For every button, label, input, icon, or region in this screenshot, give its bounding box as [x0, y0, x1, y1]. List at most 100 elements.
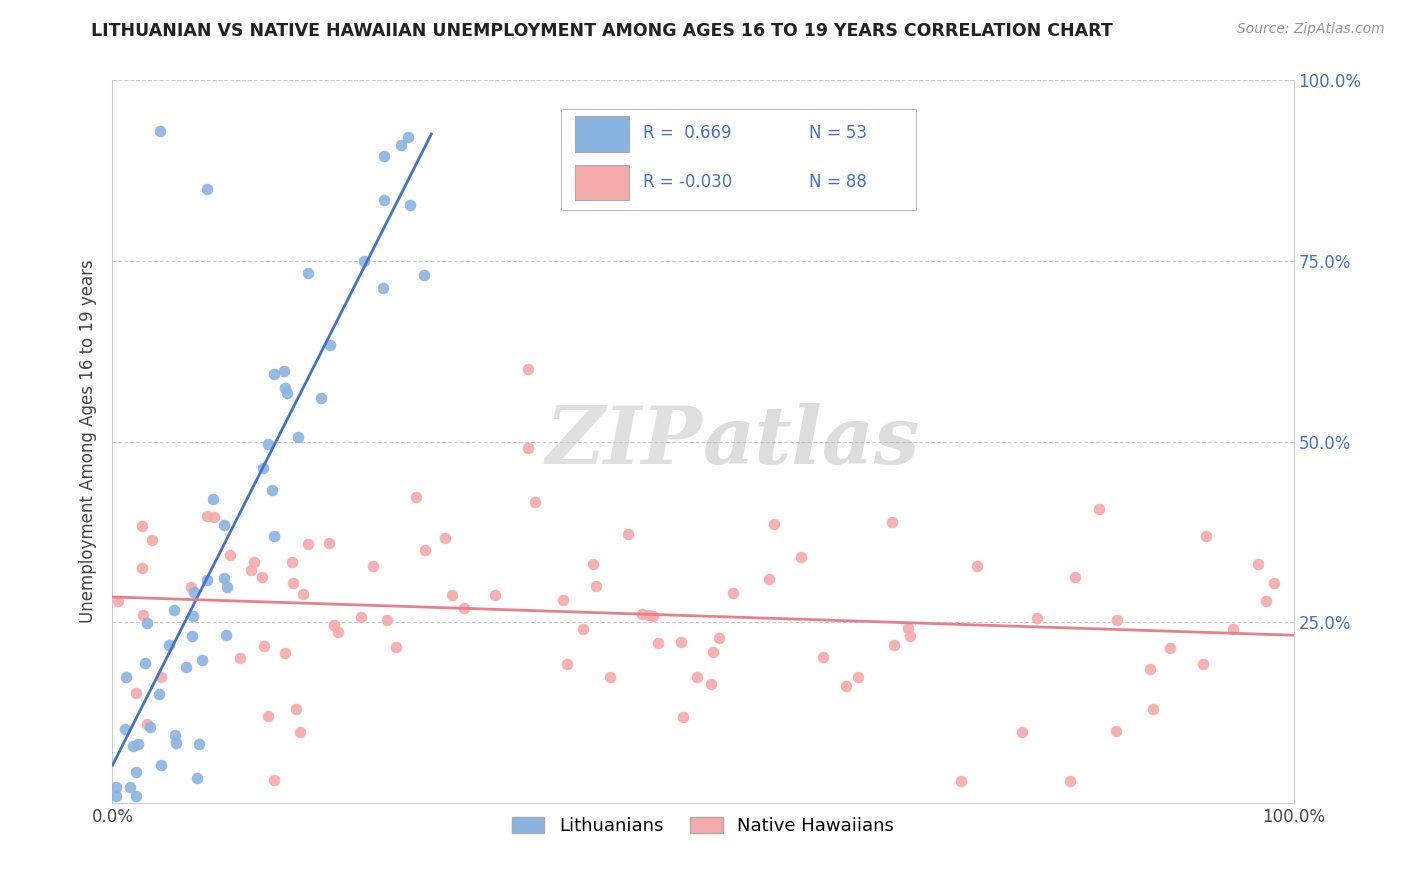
Point	[433, 531, 456, 545]
Point	[1088, 502, 1111, 516]
Point	[1247, 558, 1270, 572]
Point	[669, 634, 692, 648]
Point	[287, 430, 309, 444]
Point	[274, 646, 297, 660]
Point	[373, 193, 395, 207]
Point	[672, 710, 695, 724]
Point	[104, 789, 127, 803]
Point	[285, 702, 308, 716]
Point	[523, 495, 546, 509]
Point	[1159, 641, 1181, 656]
Point	[950, 774, 973, 789]
Point	[396, 130, 419, 145]
Text: ZIP: ZIP	[546, 403, 703, 480]
Point	[131, 561, 153, 575]
Y-axis label: Unemployment Among Ages 16 to 19 years: Unemployment Among Ages 16 to 19 years	[79, 260, 97, 624]
Point	[135, 615, 157, 630]
Point	[1194, 529, 1216, 543]
Point	[297, 537, 319, 551]
Point	[1105, 613, 1128, 627]
Point	[202, 509, 225, 524]
Point	[385, 640, 408, 654]
Point	[638, 607, 661, 622]
Point	[297, 266, 319, 280]
Point	[350, 610, 373, 624]
Point	[453, 601, 475, 615]
Point	[114, 722, 136, 736]
Point	[148, 687, 170, 701]
Point	[174, 660, 197, 674]
Point	[846, 670, 869, 684]
Point	[253, 639, 276, 653]
Point	[582, 557, 605, 571]
Point	[758, 573, 780, 587]
Point	[191, 653, 214, 667]
Point	[139, 720, 162, 734]
Point	[163, 603, 186, 617]
Point	[262, 483, 284, 497]
Point	[1192, 657, 1215, 672]
Point	[122, 739, 145, 753]
Point	[187, 737, 209, 751]
Point	[276, 385, 298, 400]
Point	[702, 645, 724, 659]
Point	[165, 736, 187, 750]
Point	[616, 526, 638, 541]
Point	[273, 364, 295, 378]
Point	[195, 573, 218, 587]
Point	[183, 585, 205, 599]
Point	[484, 588, 506, 602]
Point	[263, 529, 285, 543]
Point	[150, 670, 173, 684]
Point	[1011, 725, 1033, 739]
Point	[835, 679, 858, 693]
Point	[647, 636, 669, 650]
Point	[318, 536, 340, 550]
Point	[763, 516, 786, 531]
Point	[371, 281, 394, 295]
Point	[880, 515, 903, 529]
Point	[212, 571, 235, 585]
Point	[1142, 702, 1164, 716]
Point	[288, 724, 311, 739]
Point	[263, 772, 285, 787]
Point	[883, 639, 905, 653]
Point	[127, 737, 149, 751]
Point	[721, 586, 744, 600]
Point	[291, 587, 314, 601]
Point	[240, 563, 263, 577]
Point	[201, 492, 224, 507]
Point	[322, 618, 344, 632]
Point	[181, 609, 204, 624]
Point	[311, 391, 333, 405]
Point	[1222, 622, 1244, 636]
Point	[377, 613, 399, 627]
Point	[131, 607, 153, 622]
Point	[1254, 593, 1277, 607]
Point	[571, 622, 593, 636]
Text: atlas: atlas	[703, 403, 921, 480]
Point	[252, 570, 274, 584]
Point	[163, 727, 186, 741]
Point	[630, 607, 652, 621]
Point	[134, 657, 156, 671]
Point	[643, 609, 665, 624]
Point	[517, 362, 540, 376]
Point	[120, 780, 142, 794]
Point	[318, 338, 340, 352]
Point	[281, 555, 304, 569]
Point	[157, 638, 180, 652]
Point	[215, 628, 238, 642]
Legend: Lithuanians, Native Hawaiians: Lithuanians, Native Hawaiians	[503, 808, 903, 845]
Point	[389, 137, 412, 152]
Point	[413, 542, 436, 557]
Point	[256, 709, 278, 723]
Point	[149, 124, 172, 138]
Point	[517, 442, 540, 456]
Point	[107, 593, 129, 607]
Point	[125, 789, 148, 803]
Point	[811, 649, 834, 664]
Point	[399, 197, 422, 211]
Point	[361, 559, 384, 574]
Point	[274, 381, 297, 395]
